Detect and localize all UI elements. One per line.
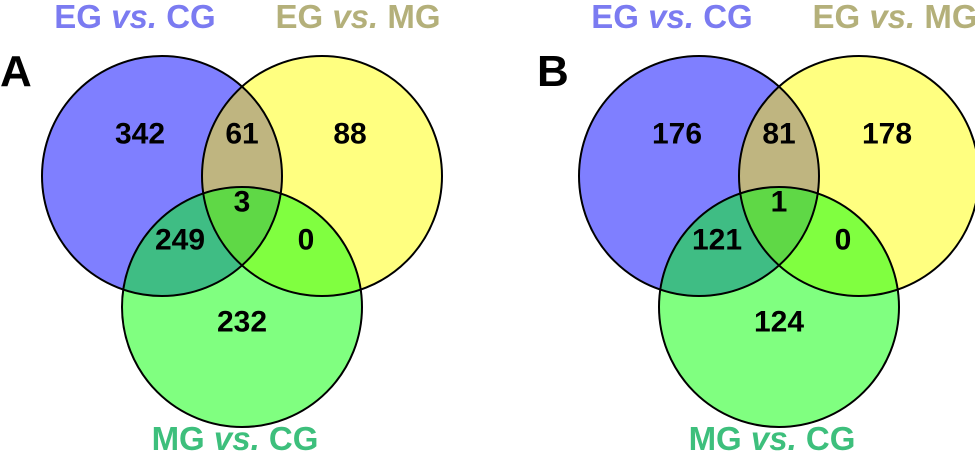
overlap-region-ac bbox=[122, 187, 282, 296]
overlap-region-bc bbox=[739, 187, 899, 296]
set-title-a: EG vs. CG bbox=[54, 0, 215, 35]
circle-outline bbox=[121, 186, 363, 428]
circle-outline bbox=[41, 55, 283, 297]
count-b-only: 178 bbox=[862, 118, 912, 151]
set-title-b: EG vs. MG bbox=[812, 0, 975, 35]
panel-letter: B bbox=[537, 47, 569, 96]
set-title-a: EG vs. CG bbox=[591, 0, 752, 35]
count-b-only: 88 bbox=[333, 118, 366, 151]
count-ab: 81 bbox=[762, 118, 795, 151]
circle-outline bbox=[738, 55, 975, 297]
count-abc: 1 bbox=[771, 186, 788, 219]
count-ac: 249 bbox=[155, 224, 205, 257]
set-title-c: MG vs. CG bbox=[689, 420, 856, 451]
set-title-b: EG vs. MG bbox=[275, 0, 440, 35]
venn-panel-a: 342 61 88 3 249 0 232 A EG vs. CG EG vs. MG MG vs.… bbox=[0, 0, 443, 451]
circle-outline bbox=[658, 186, 900, 428]
count-a-only: 176 bbox=[652, 118, 702, 151]
overlap-region-ac bbox=[659, 187, 819, 296]
count-c-only: 232 bbox=[217, 306, 267, 339]
count-ab: 61 bbox=[225, 118, 258, 151]
count-c-only: 124 bbox=[754, 306, 804, 339]
circle-outline bbox=[578, 55, 820, 297]
count-a-only: 342 bbox=[115, 118, 165, 151]
circle-outline bbox=[201, 55, 443, 297]
venn-panel-b: 176 81 178 1 121 0 124 B EG vs. CG EG vs. MG MG vs… bbox=[537, 0, 975, 451]
count-bc: 0 bbox=[298, 224, 315, 257]
overlap-region-bc bbox=[202, 187, 362, 296]
panel-letter: A bbox=[0, 47, 32, 96]
set-title-c: MG vs. CG bbox=[152, 420, 319, 451]
count-bc: 0 bbox=[835, 224, 852, 257]
count-abc: 3 bbox=[234, 186, 251, 219]
count-ac: 121 bbox=[692, 224, 742, 257]
